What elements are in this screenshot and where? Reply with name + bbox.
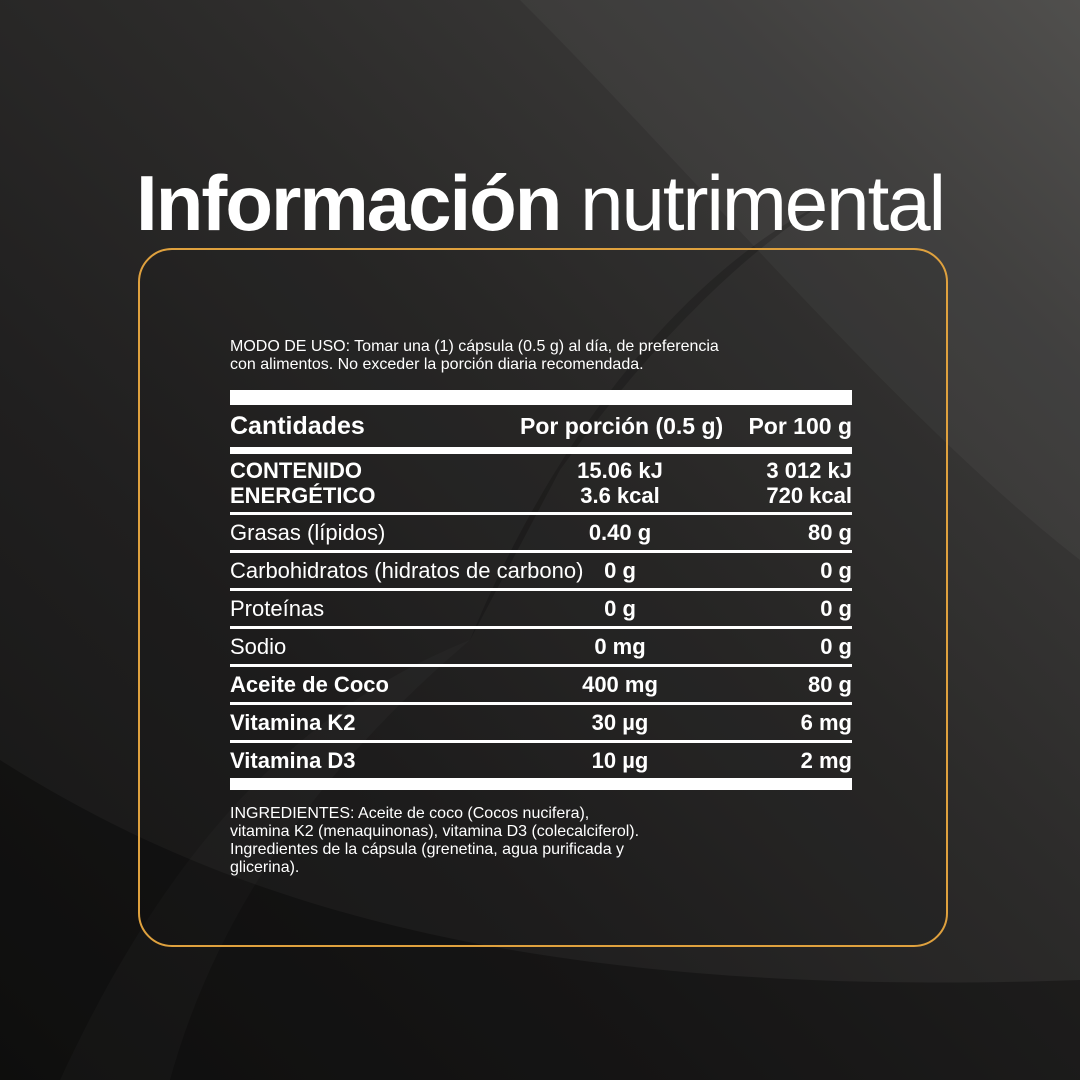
row-per-portion: 10 µg: [591, 747, 649, 773]
table-row-proteins: Proteínas 0 g 0 g: [230, 591, 852, 626]
energy-per-portion-kj: 15.06 kJ: [577, 458, 663, 483]
energy-per-portion-kcal: 3.6 kcal: [580, 483, 660, 508]
row-divider: [230, 588, 852, 591]
table-bottom-bar: [230, 778, 852, 790]
energy-label-line1: CONTENIDO: [230, 458, 362, 483]
table-header-row: Cantidades Por porción (0.5 g) Por 100 g: [230, 405, 852, 447]
usage-text-1: Tomar una (1) cápsula (0.5 g) al día, de…: [354, 338, 719, 355]
row-label: Vitamina D3: [230, 747, 356, 773]
header-quantities: Cantidades: [230, 411, 365, 440]
row-per-100g: 80 g: [807, 519, 852, 545]
energy-label: CONTENIDO ENERGÉTICO: [230, 458, 520, 508]
row-divider: [230, 664, 852, 667]
table-row-carbs: Carbohidratos (hidratos de carbono) 0 g …: [230, 553, 852, 588]
ingredients-line-2: vitamina K2 (menaquinonas), vitamina D3 …: [230, 823, 640, 840]
row-per-portion: 0 g: [604, 557, 636, 583]
ingredients-line-1: INGREDIENTES: Aceite de coco (Cocos nuci…: [230, 805, 590, 822]
header-per-100g: Por 100 g: [748, 412, 852, 439]
ingredients-line-4: glicerina).: [230, 859, 300, 876]
usage-line-1: MODO DE USO: Tomar una (1) cápsula (0.5 …: [230, 338, 854, 356]
row-label: Sodio: [230, 633, 287, 659]
row-per-portion: 0.40 g: [588, 519, 652, 545]
row-divider: [230, 626, 852, 629]
energy-per-100g: 3 012 kJ 720 kcal: [720, 458, 852, 508]
row-divider: [230, 550, 852, 553]
usage-text-2: con alimentos. No exceder la porción dia…: [230, 356, 644, 373]
nutrition-table: Cantidades Por porción (0.5 g) Por 100 g…: [230, 390, 852, 790]
row-label: Vitamina K2: [230, 709, 356, 735]
energy-per-portion: 15.06 kJ 3.6 kcal: [520, 458, 720, 508]
header-per-portion: Por porción (0.5 g): [520, 412, 724, 439]
row-per-portion: 400 mg: [582, 671, 658, 697]
row-per-100g: 0 g: [820, 595, 852, 621]
row-per-100g: 2 mg: [800, 747, 852, 773]
row-per-portion: 0 mg: [594, 633, 646, 659]
row-label: Proteínas: [230, 595, 325, 621]
energy-per-100g-kj: 3 012 kJ: [766, 458, 852, 483]
table-row-vitamin-k2: Vitamina K2 30 µg 6 mg: [230, 705, 852, 740]
usage-label: MODO DE USO:: [230, 338, 351, 355]
row-per-portion: 0 g: [604, 595, 636, 621]
row-label: Grasas (lípidos): [230, 519, 386, 545]
row-divider: [230, 740, 852, 743]
row-divider: [230, 702, 852, 705]
table-row-coconut-oil: Aceite de Coco 400 mg 80 g: [230, 667, 852, 702]
page-title: Información nutrimental: [0, 158, 1080, 249]
title-bold: Información: [136, 159, 562, 248]
table-row-vitamin-d3: Vitamina D3 10 µg 2 mg: [230, 743, 852, 778]
row-divider: [230, 512, 852, 515]
row-per-portion: 30 µg: [591, 709, 649, 735]
table-row-sodium: Sodio 0 mg 0 g: [230, 629, 852, 664]
row-per-100g: 6 mg: [800, 709, 852, 735]
title-light: nutrimental: [580, 159, 946, 248]
table-top-bar: [230, 390, 852, 405]
row-label: Aceite de Coco: [230, 671, 389, 697]
table-row-fats: Grasas (lípidos) 0.40 g 80 g: [230, 515, 852, 550]
table-header-divider: [230, 447, 852, 454]
table-row-energy: CONTENIDO ENERGÉTICO 15.06 kJ 3.6 kcal 3…: [230, 454, 852, 512]
row-per-100g: 0 g: [820, 633, 852, 659]
energy-label-line2: ENERGÉTICO: [230, 483, 376, 508]
row-per-100g: 0 g: [820, 557, 852, 583]
ingredients-line-3: Ingredientes de la cápsula (grenetina, a…: [230, 841, 625, 858]
row-label: Carbohidratos (hidratos de carbono): [230, 557, 584, 583]
nutrition-panel: MODO DE USO: Tomar una (1) cápsula (0.5 …: [138, 248, 948, 947]
energy-per-100g-kcal: 720 kcal: [766, 483, 852, 508]
row-per-100g: 80 g: [807, 671, 852, 697]
